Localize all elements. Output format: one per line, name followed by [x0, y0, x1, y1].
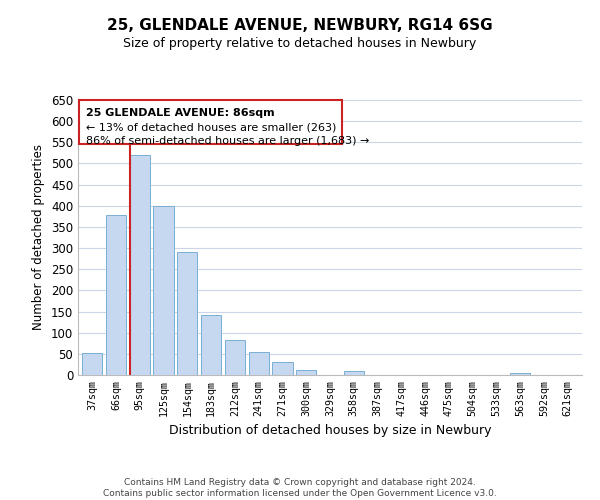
Text: 86% of semi-detached houses are larger (1,683) →: 86% of semi-detached houses are larger (… — [86, 136, 370, 145]
X-axis label: Distribution of detached houses by size in Newbury: Distribution of detached houses by size … — [169, 424, 491, 437]
Bar — [225, 340, 245, 375]
Bar — [510, 373, 530, 375]
Text: 25, GLENDALE AVENUE, NEWBURY, RG14 6SG: 25, GLENDALE AVENUE, NEWBURY, RG14 6SG — [107, 18, 493, 32]
Bar — [130, 155, 150, 375]
Bar — [79, 100, 342, 144]
Text: ← 13% of detached houses are smaller (263): ← 13% of detached houses are smaller (26… — [86, 122, 337, 132]
Bar — [201, 314, 221, 375]
Bar — [82, 353, 103, 375]
Text: Contains HM Land Registry data © Crown copyright and database right 2024.
Contai: Contains HM Land Registry data © Crown c… — [103, 478, 497, 498]
Bar — [248, 352, 269, 375]
Bar — [272, 362, 293, 375]
Bar — [344, 371, 364, 375]
Bar — [106, 215, 126, 375]
Bar — [296, 370, 316, 375]
Y-axis label: Number of detached properties: Number of detached properties — [32, 144, 46, 330]
Text: Size of property relative to detached houses in Newbury: Size of property relative to detached ho… — [124, 38, 476, 51]
Bar — [177, 252, 197, 375]
Text: 25 GLENDALE AVENUE: 86sqm: 25 GLENDALE AVENUE: 86sqm — [86, 108, 275, 118]
Bar — [154, 206, 173, 375]
